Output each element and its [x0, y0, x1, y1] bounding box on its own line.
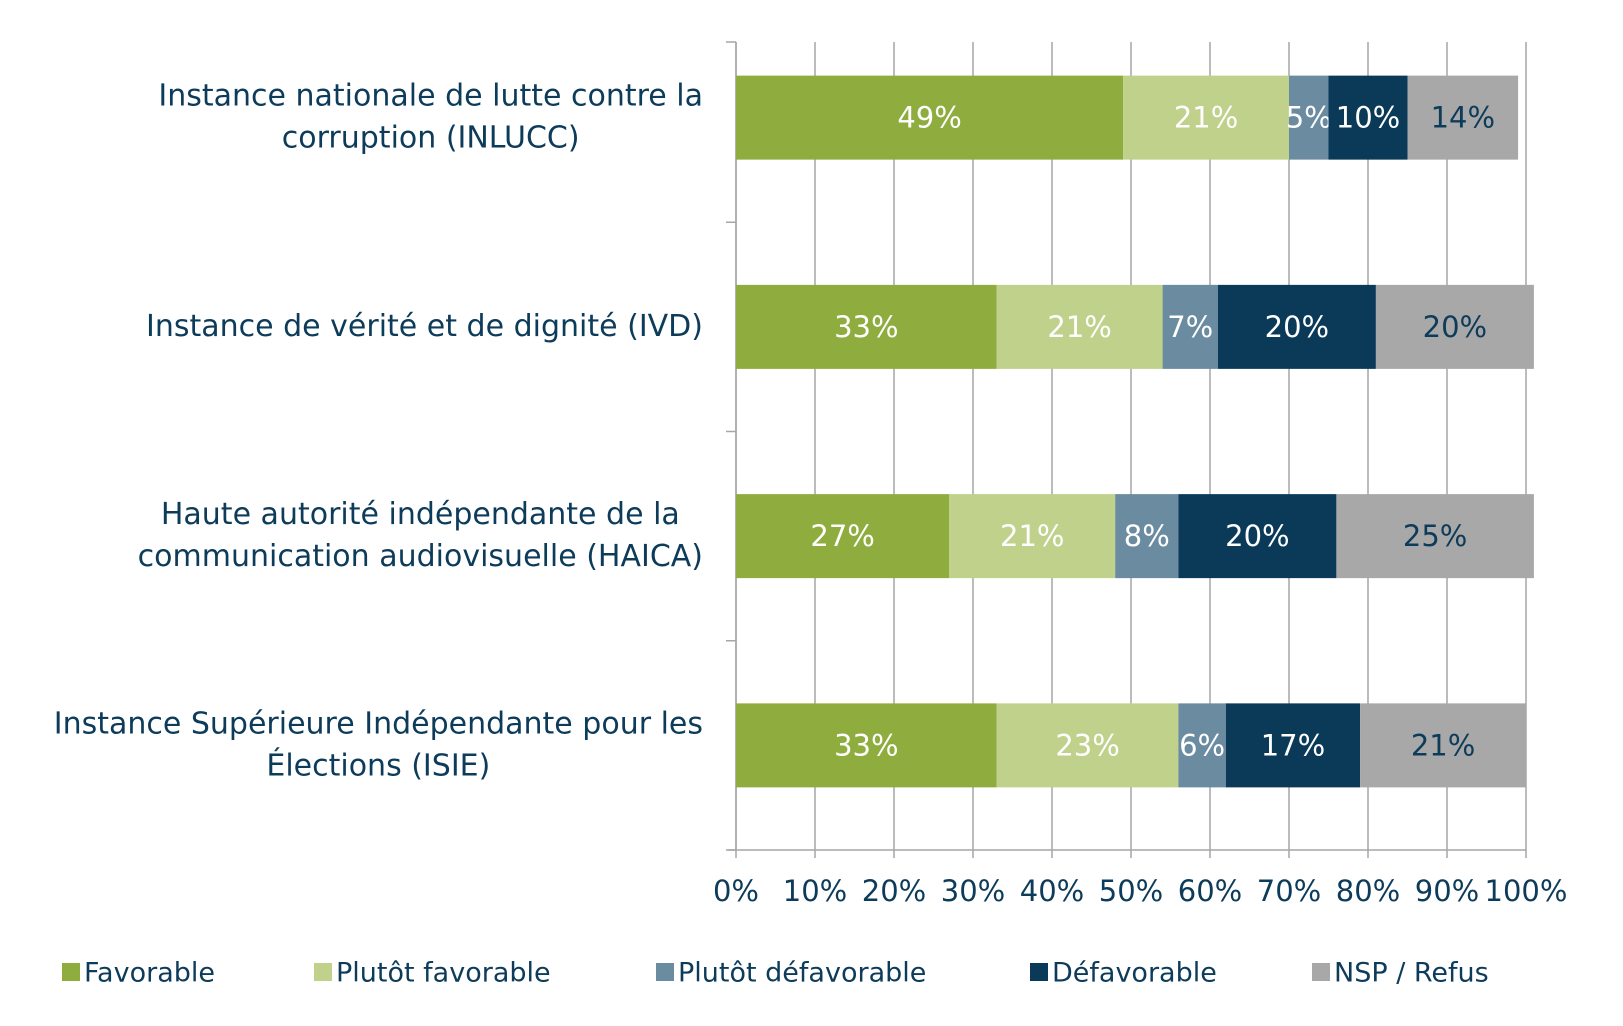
data-label: 20%: [1225, 519, 1289, 553]
data-label: 6%: [1179, 728, 1225, 762]
bar-segment: [1407, 75, 1519, 160]
x-tick-label: 60%: [1178, 874, 1242, 908]
x-tick-label: 20%: [862, 874, 926, 908]
category-label: Instance Supérieure Indépendante pour le…: [54, 706, 703, 783]
bar-segment: [949, 494, 1116, 579]
data-label: 5%: [1286, 101, 1332, 135]
data-label: 21%: [1411, 728, 1475, 762]
x-tick-label: 0%: [713, 874, 759, 908]
data-label: 8%: [1124, 519, 1170, 553]
data-label: 33%: [834, 310, 898, 344]
bar-segment: [1225, 703, 1361, 788]
category-label: Instance de vérité et de dignité (IVD): [146, 308, 703, 343]
bar-segment: [1336, 494, 1534, 579]
bar-segment: [1162, 284, 1218, 369]
bar-segment: [736, 494, 950, 579]
x-tick-label: 40%: [1020, 874, 1084, 908]
data-label: 27%: [810, 519, 874, 553]
legend-label: Plutôt défavorable: [678, 958, 926, 989]
data-label: 7%: [1167, 310, 1213, 344]
data-label: 23%: [1055, 728, 1119, 762]
bar-segment: [736, 703, 997, 788]
legend-swatch: [62, 963, 80, 981]
x-tick-label: 10%: [783, 874, 847, 908]
bar-segment: [1178, 703, 1226, 788]
data-label: 20%: [1265, 310, 1329, 344]
legend-swatch: [656, 963, 674, 981]
x-tick-label: 30%: [941, 874, 1005, 908]
data-label: 21%: [1000, 519, 1064, 553]
x-tick-label: 80%: [1336, 874, 1400, 908]
bar-segment: [1115, 494, 1179, 579]
legend-swatch: [1030, 963, 1048, 981]
legend-swatch: [314, 963, 332, 981]
data-label: 17%: [1261, 728, 1325, 762]
bar-segment: [736, 284, 997, 369]
x-tick-label: 100%: [1485, 874, 1568, 908]
data-label: 33%: [834, 728, 898, 762]
data-label: 25%: [1403, 519, 1467, 553]
data-label: 10%: [1336, 101, 1400, 135]
bar-segment: [1217, 284, 1376, 369]
legend-label: Plutôt favorable: [336, 958, 551, 989]
bar-segment: [996, 703, 1179, 788]
legend-label: Défavorable: [1052, 958, 1217, 989]
category-label: Haute autorité indépendante de la communi…: [138, 497, 703, 574]
bar-segment: [1123, 75, 1289, 160]
x-tick-label: 70%: [1257, 874, 1321, 908]
bar-segment: [996, 284, 1163, 369]
bar-segment: [1178, 494, 1337, 579]
bar-segment: [1360, 703, 1526, 788]
bar-segment: [1289, 75, 1329, 160]
legend-swatch: [1312, 963, 1330, 981]
category-label: Instance nationale de lutte contre la cor…: [158, 78, 703, 155]
data-label: 14%: [1431, 101, 1495, 135]
data-label: 49%: [897, 101, 961, 135]
bar-segment: [736, 75, 1124, 160]
x-tick-label: 90%: [1415, 874, 1479, 908]
bar-segment: [1328, 75, 1408, 160]
bar-segment: [1375, 284, 1534, 369]
data-label: 21%: [1174, 101, 1238, 135]
data-label: 20%: [1423, 310, 1487, 344]
legend-label: NSP / Refus: [1334, 958, 1489, 989]
data-label: 21%: [1047, 310, 1111, 344]
legend-label: Favorable: [84, 958, 215, 989]
x-tick-label: 50%: [1099, 874, 1163, 908]
